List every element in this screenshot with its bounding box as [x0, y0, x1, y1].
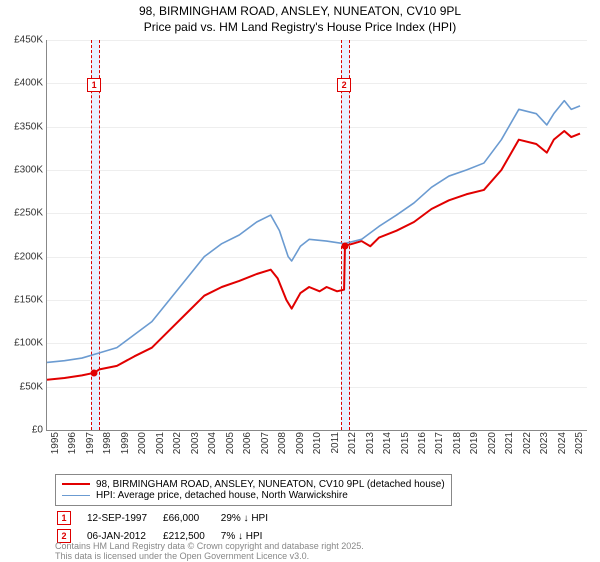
- x-axis-tick: 1999: [120, 432, 131, 454]
- x-axis-tick: 2012: [347, 432, 358, 454]
- y-axis-tick: £150K: [3, 295, 43, 306]
- x-axis-tick: 2020: [487, 432, 498, 454]
- x-axis-tick: 2015: [400, 432, 411, 454]
- x-axis-tick: 2007: [260, 432, 271, 454]
- x-axis-tick: 1998: [102, 432, 113, 454]
- x-axis-tick: 2016: [417, 432, 428, 454]
- x-axis-tick: 2008: [277, 432, 288, 454]
- sale-date: 12-SEP-1997: [87, 510, 161, 526]
- y-axis-tick: £300K: [3, 165, 43, 176]
- title-line1: 98, BIRMINGHAM ROAD, ANSLEY, NUNEATON, C…: [0, 4, 600, 20]
- x-axis-tick: 2005: [225, 432, 236, 454]
- x-axis-tick: 2011: [330, 432, 341, 454]
- x-axis-tick: 1996: [67, 432, 78, 454]
- chart-plot-area: £0£50K£100K£150K£200K£250K£300K£350K£400…: [46, 40, 587, 431]
- x-axis-tick: 2023: [539, 432, 550, 454]
- x-axis-tick: 2009: [295, 432, 306, 454]
- x-axis-tick: 2006: [242, 432, 253, 454]
- title-line2: Price paid vs. HM Land Registry's House …: [0, 20, 600, 36]
- x-axis-tick: 1995: [50, 432, 61, 454]
- x-axis-tick: 2014: [382, 432, 393, 454]
- footer-line1: Contains HM Land Registry data © Crown c…: [55, 541, 364, 551]
- legend-label: 98, BIRMINGHAM ROAD, ANSLEY, NUNEATON, C…: [96, 479, 445, 490]
- x-axis-tick: 2000: [137, 432, 148, 454]
- sale-point-dot: [91, 369, 98, 376]
- footer-line2: This data is licensed under the Open Gov…: [55, 551, 364, 561]
- x-axis-tick: 2024: [557, 432, 568, 454]
- x-axis-tick: 2013: [365, 432, 376, 454]
- sale-price: £66,000: [163, 510, 219, 526]
- y-axis-tick: £450K: [3, 35, 43, 46]
- sale-row: 1 12-SEP-1997£66,00029% ↓ HPI: [57, 510, 282, 526]
- x-axis-tick: 2002: [172, 432, 183, 454]
- y-axis-tick: £400K: [3, 78, 43, 89]
- x-axis-tick: 2025: [574, 432, 585, 454]
- sale-hpi-delta: 29% ↓ HPI: [221, 510, 282, 526]
- x-axis-tick: 2018: [452, 432, 463, 454]
- y-axis-tick: £200K: [3, 251, 43, 262]
- x-axis-tick: 2010: [312, 432, 323, 454]
- y-axis-tick: £250K: [3, 208, 43, 219]
- x-axis-tick: 2021: [504, 432, 515, 454]
- x-axis-tick: 2017: [434, 432, 445, 454]
- series-line-hpi: [47, 101, 580, 363]
- y-axis-tick: £350K: [3, 121, 43, 132]
- series-line-property: [47, 131, 580, 380]
- x-axis-tick: 2004: [207, 432, 218, 454]
- y-axis-tick: £50K: [3, 381, 43, 392]
- legend-label: HPI: Average price, detached house, Nort…: [96, 490, 348, 501]
- x-axis-tick: 1997: [85, 432, 96, 454]
- y-axis-tick: £0: [3, 425, 43, 436]
- legend-item-property: 98, BIRMINGHAM ROAD, ANSLEY, NUNEATON, C…: [62, 479, 445, 490]
- legend-item-hpi: HPI: Average price, detached house, Nort…: [62, 490, 445, 501]
- x-axis-tick: 2022: [522, 432, 533, 454]
- x-axis-tick: 2001: [155, 432, 166, 454]
- y-axis-tick: £100K: [3, 338, 43, 349]
- sale-marker-box: 1: [57, 511, 71, 525]
- legend-swatch: [62, 483, 90, 485]
- chart-title: 98, BIRMINGHAM ROAD, ANSLEY, NUNEATON, C…: [0, 0, 600, 35]
- x-axis-tick: 2003: [190, 432, 201, 454]
- chart-footer: Contains HM Land Registry data © Crown c…: [55, 541, 364, 562]
- x-axis-tick: 2019: [469, 432, 480, 454]
- chart-legend: 98, BIRMINGHAM ROAD, ANSLEY, NUNEATON, C…: [55, 474, 452, 506]
- sale-point-dot: [341, 242, 348, 249]
- legend-swatch: [62, 495, 90, 496]
